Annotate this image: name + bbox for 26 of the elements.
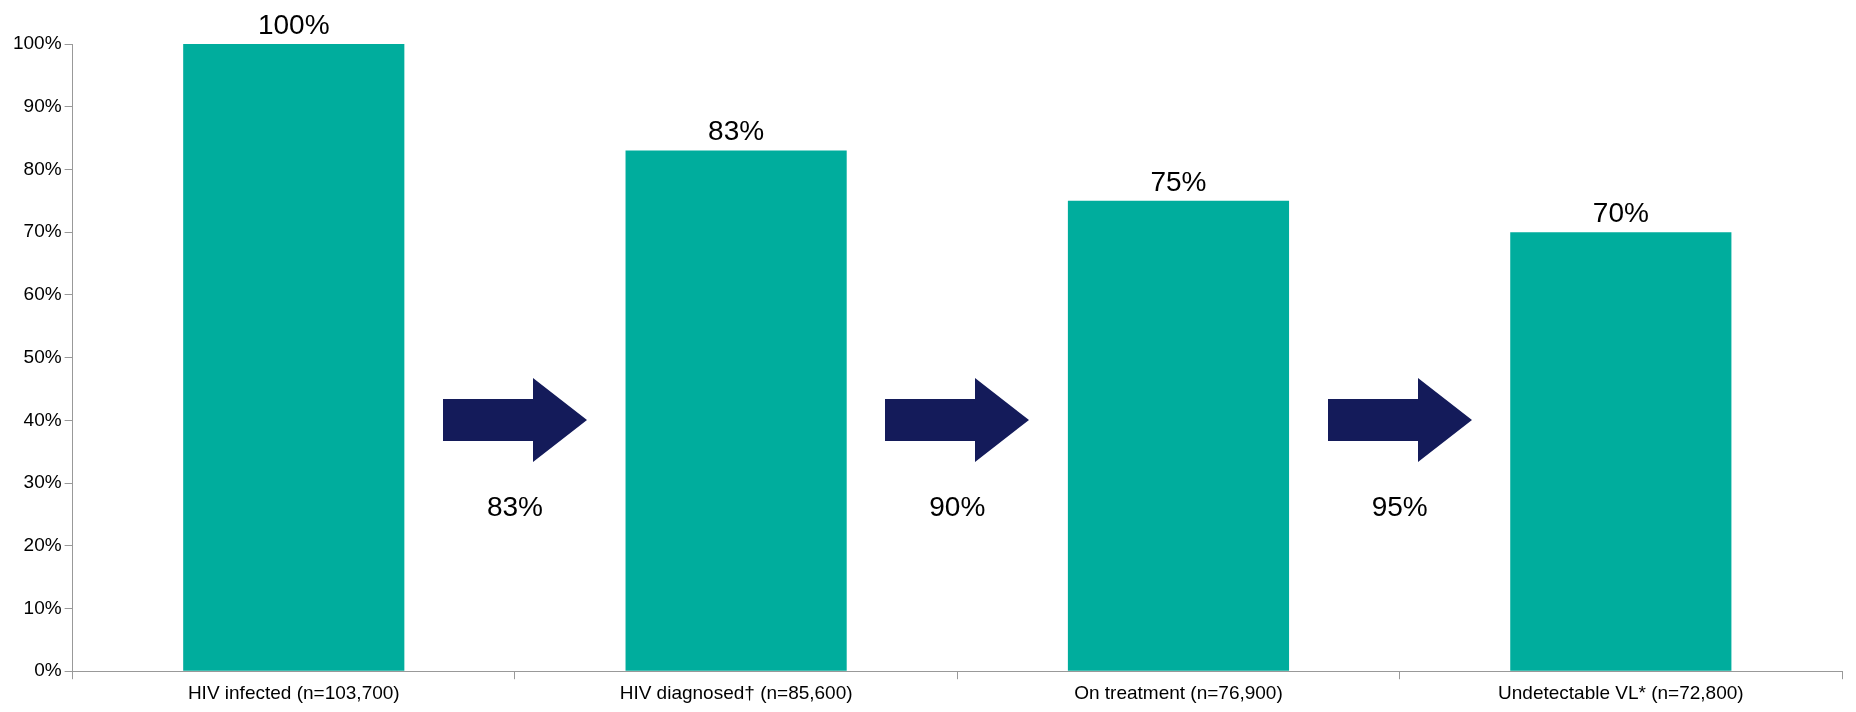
y-tick-label: 30% [23,471,62,493]
y-tick-label: 90% [23,94,62,116]
bar [1067,200,1290,671]
bar [183,44,405,671]
y-tick-label: 80% [23,157,62,179]
x-tick-label: On treatment (n=76,900) [1074,681,1283,703]
y-tick-label: 70% [23,220,62,242]
data-label: 75% [1150,165,1207,197]
y-tick-label: 0% [34,659,62,681]
y-tick-label: 50% [23,345,62,367]
y-tick-label: 20% [23,533,62,555]
y-tick-label: 10% [23,596,62,618]
data-label: 70% [1592,196,1649,228]
y-tick-label: 60% [23,283,62,305]
bar [1510,232,1732,671]
x-tick-label: HIV diagnosed† (n=85,600) [619,681,853,703]
bar [625,150,847,671]
annotation: 95% [1371,490,1428,522]
data-label: 83% [708,115,765,147]
annotation: 90% [929,490,986,522]
annotation: 83% [486,490,543,522]
x-tick-label: HIV infected (n=103,700) [187,681,400,703]
y-tick-label: 100% [12,32,62,54]
y-tick-label: 40% [23,408,62,430]
data-label: 100% [257,8,330,40]
x-tick-label: Undetectable VL* (n=72,800) [1498,681,1744,703]
